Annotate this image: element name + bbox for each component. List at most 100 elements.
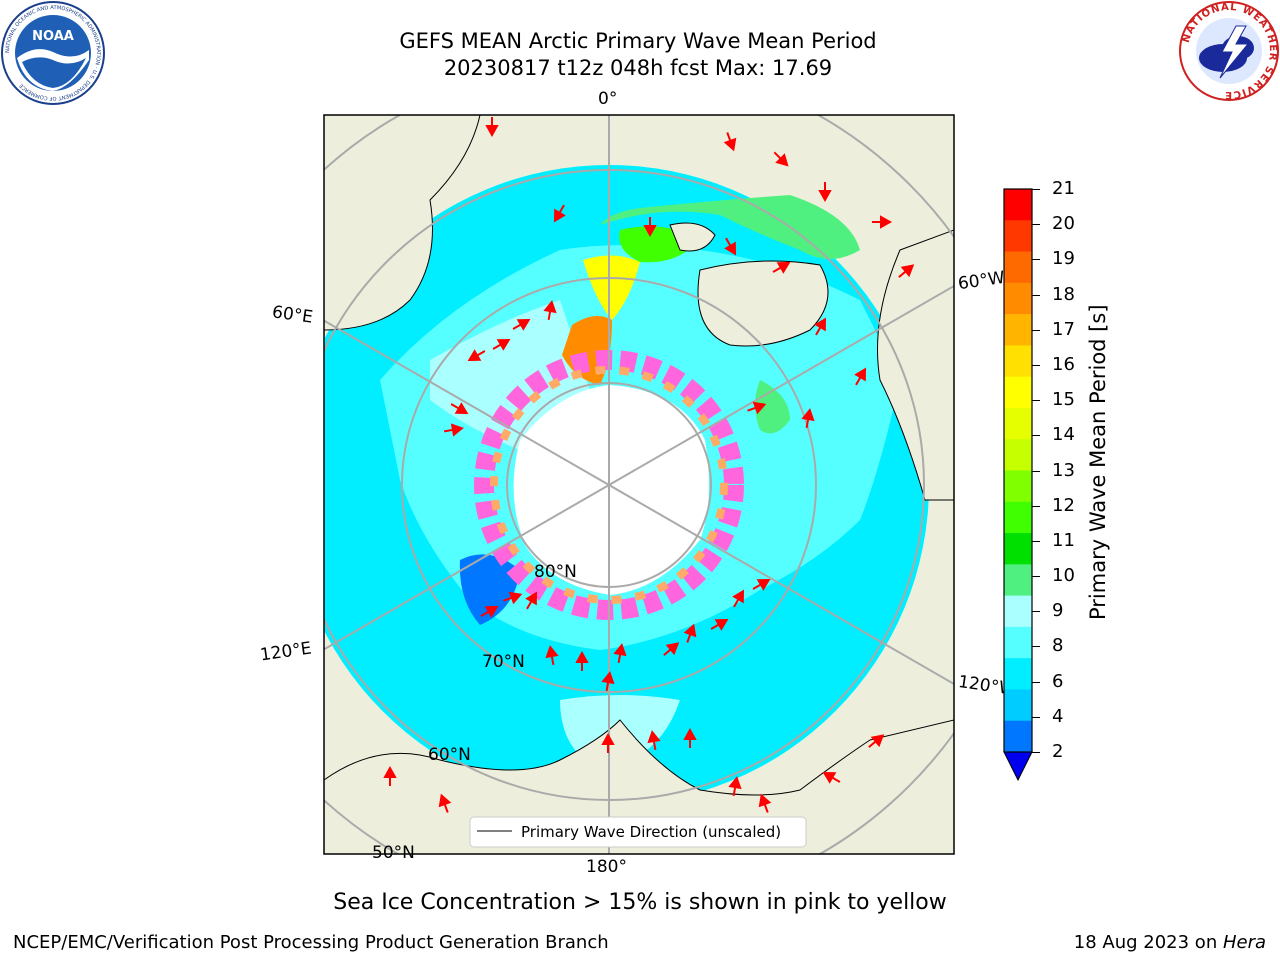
wave-direction-arrow: [553, 204, 566, 223]
colorbar-tick-label: 11: [1052, 529, 1075, 551]
wave-direction-arrow: [773, 151, 789, 167]
wave-direction-arrow: [467, 349, 486, 362]
swell-yellow: [583, 255, 640, 320]
colorbar-block: [1004, 189, 1032, 221]
colorbar-block: [1004, 282, 1032, 315]
swell-green-1: [600, 195, 860, 259]
colorbar-block: [1004, 501, 1032, 534]
wave-direction-arrow: [383, 765, 397, 786]
colorbar-tick-label: 20: [1052, 213, 1075, 235]
colorbar-tick-mark: [1032, 364, 1040, 366]
wave-direction-arrow: [758, 793, 772, 813]
colorbar-tick-mark: [1032, 224, 1040, 226]
colorbar-tick-label: 9: [1052, 600, 1064, 622]
lat-label-50n: 50°N: [372, 843, 415, 863]
colorbar-tick-mark: [1032, 716, 1040, 718]
colorbar-block: [1004, 220, 1032, 253]
scandinavia-coast: [324, 115, 481, 331]
island-jan-mayen: [669, 222, 716, 252]
wave-direction-arrow: [613, 643, 627, 664]
wave-arrows: [383, 117, 915, 813]
colorbar-tick-label: 14: [1052, 424, 1075, 446]
colorbar-tick-mark: [1032, 576, 1040, 578]
colorbar-block: [1004, 439, 1032, 471]
colorbar: [1003, 188, 1033, 782]
colorbar-block: [1004, 595, 1032, 628]
ocean-short-period: [459, 554, 520, 625]
graticule: [324, 115, 954, 854]
colorbar-title: Primary Wave Mean Period [s]: [1086, 304, 1110, 620]
colorbar-tick-mark: [1032, 259, 1040, 261]
footer-branch: NCEP/EMC/Verification Post Processing Pr…: [13, 932, 609, 953]
colorbar-extend: [1003, 751, 1033, 782]
colorbar-tick-label: 17: [1052, 318, 1075, 340]
colorbar-tick-mark: [1032, 470, 1040, 472]
colorbar-tick-label: 15: [1052, 389, 1075, 411]
colorbar-tick-mark: [1032, 189, 1040, 190]
lon-label-180: 180°: [586, 857, 627, 877]
wave-direction-arrow: [512, 318, 531, 331]
colorbar-tick-mark: [1032, 611, 1040, 613]
wave-direction-arrow: [868, 734, 885, 748]
wave-direction-arrow: [772, 261, 791, 274]
wave-direction-arrow: [575, 650, 589, 671]
sea-ice-edge-inner: [490, 366, 728, 604]
wave-direction-arrow: [601, 671, 615, 692]
wave-direction-arrow: [663, 642, 680, 656]
colorbar-tick-label: 6: [1052, 670, 1064, 692]
colorbar-tick-label: 2: [1052, 741, 1064, 762]
wave-direction-arrow: [443, 423, 464, 437]
wave-direction-arrow: [601, 732, 615, 753]
colorbar-tick-label: 21: [1052, 178, 1075, 199]
colorbar-tick-label: 12: [1052, 494, 1075, 516]
footer-date-text: 18 Aug 2023 on: [1073, 932, 1223, 953]
wave-direction-arrow: [747, 401, 767, 415]
wave-direction-arrow: [814, 317, 827, 336]
colorbar-tick-mark: [1032, 329, 1040, 331]
colorbar-tick-mark: [1032, 294, 1040, 296]
map-content: [324, 115, 954, 854]
lon-label-0: 0°: [598, 89, 618, 109]
sea-ice-note: Sea Ice Concentration > 15% is shown in …: [333, 890, 947, 915]
colorbar-block: [1004, 626, 1032, 659]
wave-direction-arrow: [872, 215, 893, 229]
wave-direction-arrow: [752, 578, 771, 591]
wave-direction-arrow: [683, 623, 697, 643]
legend-label: Primary Wave Direction (unscaled): [521, 823, 781, 841]
sea-ice-pack: [513, 385, 709, 595]
colorbar-tick-mark: [1032, 752, 1040, 753]
wave-direction-arrow: [525, 591, 538, 610]
colorbar-tick-mark: [1032, 505, 1040, 507]
wave-direction-arrow: [683, 727, 697, 748]
colorbar-block: [1004, 345, 1032, 378]
colorbar-block: [1004, 564, 1032, 597]
wave-direction-arrow: [503, 591, 523, 605]
lat-label-80n: 80°N: [534, 562, 577, 582]
lat-label-70n: 70°N: [482, 652, 525, 672]
colorbar-tick-label: 19: [1052, 248, 1075, 270]
chart-title: GEFS MEAN Arctic Primary Wave Mean Perio…: [399, 29, 877, 53]
wave-direction-arrow: [898, 264, 915, 278]
colorbar-block: [1004, 314, 1032, 346]
colorbar-block: [1004, 533, 1032, 565]
noaa-logo-text: NOAA: [32, 29, 74, 44]
colorbar-tick-mark: [1032, 540, 1040, 542]
wave-direction-arrow: [543, 300, 557, 321]
footer-host: Hera: [1222, 932, 1266, 953]
map-frame: [323, 114, 955, 855]
colorbar-tick-mark: [1032, 681, 1040, 683]
wave-direction-arrow: [728, 776, 742, 797]
wave-direction-arrow: [450, 402, 469, 415]
colorbar-block: [1004, 689, 1032, 722]
colorbar-tick-label: 18: [1052, 283, 1075, 305]
legend-box: [469, 816, 807, 848]
lat-label-60n: 60°N: [428, 745, 471, 765]
wave-direction-arrow: [723, 132, 737, 152]
wave-direction-arrow: [545, 645, 559, 666]
colorbar-block: [1004, 658, 1032, 690]
colorbar-tick-mark: [1032, 646, 1040, 648]
colorbar-block: [1004, 470, 1032, 503]
wave-direction-arrow: [485, 117, 499, 138]
island-svalbard: [697, 260, 829, 347]
